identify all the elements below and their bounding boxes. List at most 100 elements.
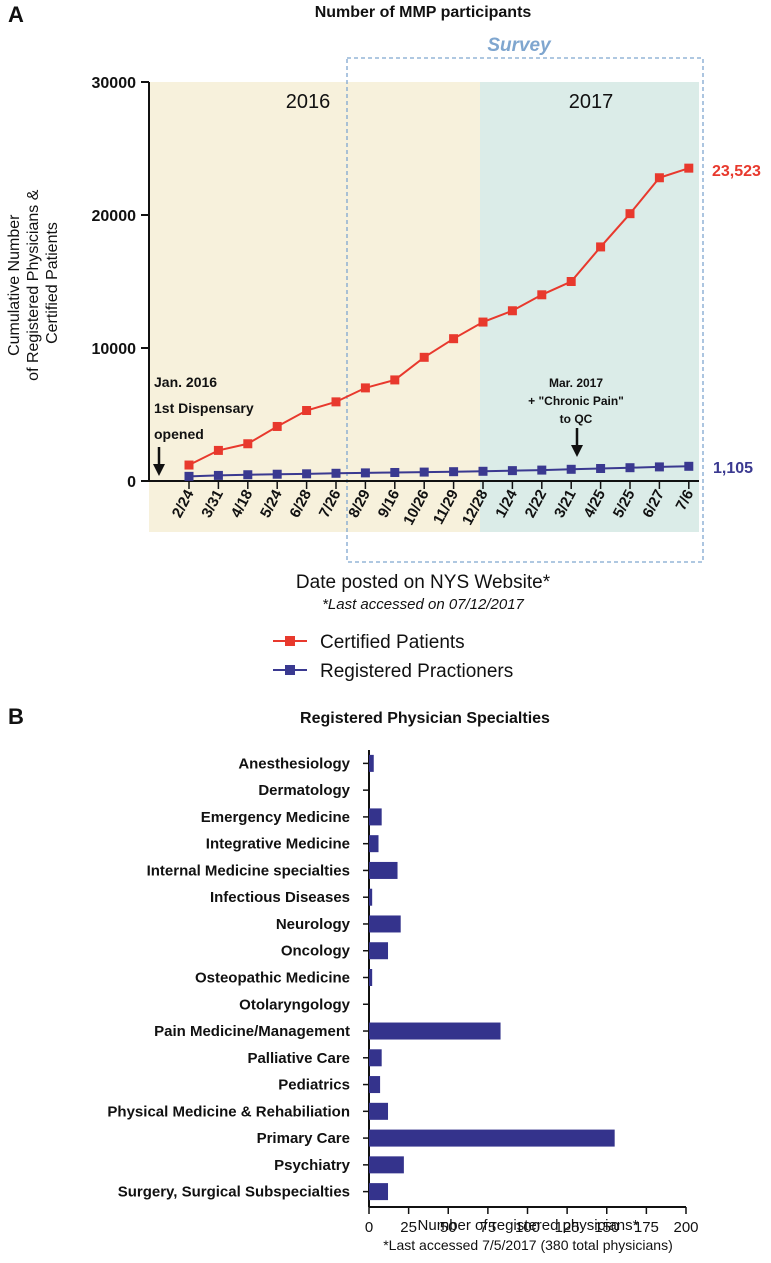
data-point [360, 468, 370, 478]
bar [369, 969, 373, 986]
dispensary-arrow-icon [153, 447, 165, 476]
data-point [213, 470, 223, 480]
data-point [331, 468, 341, 478]
data-point [537, 465, 547, 475]
legend: Certified Patients Registered Practioner… [273, 632, 513, 682]
ylabel-line-3: Certified Patients [44, 222, 61, 344]
x-tick-label: 200 [673, 1219, 698, 1236]
chart-b-title: Registered Physician Specialties [300, 710, 550, 727]
category-label: Integrative Medicine [206, 836, 350, 853]
bar [369, 1156, 404, 1174]
chart-a-series [184, 163, 694, 481]
legend-practitioners-label: Registered Practioners [320, 661, 513, 682]
chart-b-categories: Anesthesiology Dermatology Emergency Medic… [107, 755, 369, 1201]
y-tick-label: 0 [127, 474, 136, 491]
bar [369, 888, 373, 906]
data-point [390, 375, 400, 385]
category-label: Pain Medicine/Management [154, 1023, 350, 1040]
year-2017-label: 2017 [569, 91, 614, 113]
data-point [302, 406, 312, 416]
data-point [596, 242, 606, 252]
x-tick-label: 50 [440, 1219, 457, 1236]
data-point [449, 467, 459, 477]
bar [369, 835, 379, 853]
category-label: Emergency Medicine [201, 809, 350, 826]
chart-a-xlabel-note: *Last accessed on 07/12/2017 [322, 596, 524, 613]
data-point [302, 469, 312, 479]
survey-label: Survey [487, 35, 552, 56]
x-tick-label: 175 [634, 1219, 659, 1236]
y-tick-label: 20000 [92, 208, 137, 225]
dispensary-note-line-3: opened [154, 426, 204, 442]
chart-b-xlabel: Number of registered physicians* [418, 1217, 639, 1234]
legend-patients-marker [273, 636, 307, 646]
data-point [272, 421, 282, 431]
category-label: Surgery, Surgical Subspecialties [118, 1184, 350, 1201]
data-point [625, 209, 635, 219]
survey-box [346, 57, 704, 563]
data-point [566, 464, 576, 474]
data-point [419, 352, 429, 362]
ylabel-line-1: Cumulative Number [6, 214, 23, 356]
legend-patients-label: Certified Patients [320, 632, 465, 653]
data-point [331, 397, 341, 407]
bar [369, 808, 382, 826]
data-point [478, 317, 488, 327]
category-label: Palliative Care [247, 1050, 350, 1067]
series-line-patients [188, 167, 690, 466]
chronic-arrow-icon [571, 428, 583, 457]
data-point [507, 466, 517, 476]
data-point [596, 463, 606, 473]
category-label: Dermatology [258, 782, 350, 799]
dispensary-note-line-1: Jan. 2016 [154, 374, 217, 390]
chronic-note-line-3: to QC [560, 412, 593, 426]
panel-b-letter: B [8, 704, 24, 729]
category-label: Physical Medicine & Rehabiliation [107, 1103, 350, 1120]
data-point [654, 462, 664, 472]
data-point [478, 466, 488, 476]
end-label-practitioners: 1,105 [713, 460, 753, 477]
data-point [654, 173, 664, 183]
series-line-practitioners [188, 465, 689, 478]
data-point [360, 383, 370, 393]
category-label: Infectious Diseases [210, 889, 350, 906]
chart-a-yticks: 0 10000 20000 30000 [92, 75, 149, 491]
x-tick-label: 0 [365, 1219, 373, 1236]
shade-2016 [149, 82, 480, 532]
data-point [449, 334, 459, 344]
data-point [213, 445, 223, 455]
data-point [507, 306, 517, 316]
data-point [566, 277, 576, 286]
chart-b-note: *Last accessed 7/5/2017 (380 total physi… [383, 1237, 673, 1253]
data-point [184, 460, 194, 470]
bar [369, 861, 398, 879]
data-point [184, 471, 194, 481]
category-label: Oncology [281, 943, 351, 960]
data-point [243, 439, 253, 449]
x-tick-label: 125 [555, 1219, 580, 1236]
chart-a-xlabel: Date posted on NYS Website* [296, 572, 551, 593]
legend-practitioners-marker [273, 665, 307, 675]
bar [369, 1022, 501, 1040]
data-point [684, 163, 694, 173]
year-2016-label: 2016 [286, 91, 331, 113]
chart-a-title: Number of MMP participants [315, 4, 532, 21]
chronic-note-line-1: Mar. 2017 [549, 376, 603, 390]
x-tick-label: 75 [480, 1219, 497, 1236]
data-point [684, 461, 694, 471]
end-label-patients: 23,523 [712, 163, 761, 180]
category-label: Osteopathic Medicine [195, 970, 350, 987]
y-tick-label: 10000 [92, 341, 137, 358]
x-tick-label: 100 [515, 1219, 540, 1236]
data-point [243, 470, 253, 480]
bar [369, 1102, 389, 1120]
chronic-note-line-2: + "Chronic Pain" [528, 394, 624, 408]
data-point [272, 469, 282, 479]
category-label: Primary Care [257, 1130, 350, 1147]
chart-b-xticks: 0 25 50 75 100 125 150 175 200 [365, 1207, 699, 1236]
bar [369, 1049, 382, 1067]
chart-b-bars [369, 754, 615, 1201]
bar [369, 942, 389, 960]
